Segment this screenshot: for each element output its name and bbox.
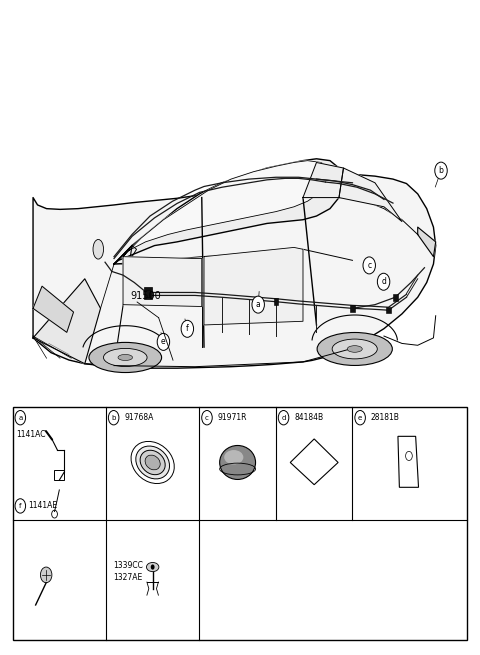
Text: 91971R: 91971R xyxy=(217,413,247,422)
Text: f: f xyxy=(186,324,189,333)
Text: d: d xyxy=(281,415,286,421)
Text: f: f xyxy=(19,503,22,509)
Ellipse shape xyxy=(93,240,104,259)
Text: 91768A: 91768A xyxy=(124,413,154,422)
Ellipse shape xyxy=(347,346,362,352)
Circle shape xyxy=(151,565,155,570)
Bar xyxy=(54,470,64,480)
Ellipse shape xyxy=(118,354,132,360)
Ellipse shape xyxy=(317,333,392,365)
Text: e: e xyxy=(161,337,166,346)
Circle shape xyxy=(15,498,25,513)
Text: c: c xyxy=(367,261,372,270)
Circle shape xyxy=(108,411,119,425)
Polygon shape xyxy=(33,279,100,364)
Text: e: e xyxy=(358,415,362,421)
Circle shape xyxy=(157,333,169,350)
Text: b: b xyxy=(439,166,444,175)
Polygon shape xyxy=(33,174,436,368)
Ellipse shape xyxy=(140,450,165,475)
Text: b: b xyxy=(111,415,116,421)
Text: c: c xyxy=(205,415,209,421)
Polygon shape xyxy=(33,286,73,332)
Polygon shape xyxy=(114,159,344,264)
Ellipse shape xyxy=(89,343,162,373)
Text: 1141AC: 1141AC xyxy=(16,430,46,439)
Bar xyxy=(350,305,355,312)
Circle shape xyxy=(278,411,289,425)
Text: 84184B: 84184B xyxy=(294,413,323,422)
Bar xyxy=(145,290,150,297)
Ellipse shape xyxy=(332,339,377,359)
Polygon shape xyxy=(204,248,303,325)
Ellipse shape xyxy=(146,563,159,572)
Bar xyxy=(12,407,468,640)
Text: 28181B: 28181B xyxy=(371,413,399,422)
Polygon shape xyxy=(339,168,402,221)
Ellipse shape xyxy=(145,455,160,470)
Text: a: a xyxy=(18,415,23,421)
Ellipse shape xyxy=(220,445,255,479)
Text: 1327AE: 1327AE xyxy=(113,573,143,582)
Polygon shape xyxy=(123,257,202,307)
Ellipse shape xyxy=(224,450,243,464)
Circle shape xyxy=(181,320,193,337)
Text: 91500: 91500 xyxy=(130,291,161,301)
Circle shape xyxy=(40,567,52,583)
Circle shape xyxy=(363,257,375,274)
Text: d: d xyxy=(381,277,386,286)
Text: 1141AE: 1141AE xyxy=(28,502,57,510)
Circle shape xyxy=(202,411,212,425)
Text: 1339CC: 1339CC xyxy=(113,561,143,571)
Bar xyxy=(144,287,152,299)
Ellipse shape xyxy=(104,348,147,367)
Polygon shape xyxy=(418,227,436,257)
Circle shape xyxy=(252,296,264,313)
Polygon shape xyxy=(303,162,344,198)
Bar xyxy=(274,299,278,305)
Circle shape xyxy=(15,411,25,425)
Circle shape xyxy=(355,411,365,425)
Polygon shape xyxy=(123,160,330,257)
Bar xyxy=(386,307,391,314)
Circle shape xyxy=(377,273,390,290)
Circle shape xyxy=(435,162,447,179)
Ellipse shape xyxy=(136,446,169,479)
Bar xyxy=(393,294,397,301)
Text: a: a xyxy=(256,300,261,309)
Ellipse shape xyxy=(131,441,174,483)
